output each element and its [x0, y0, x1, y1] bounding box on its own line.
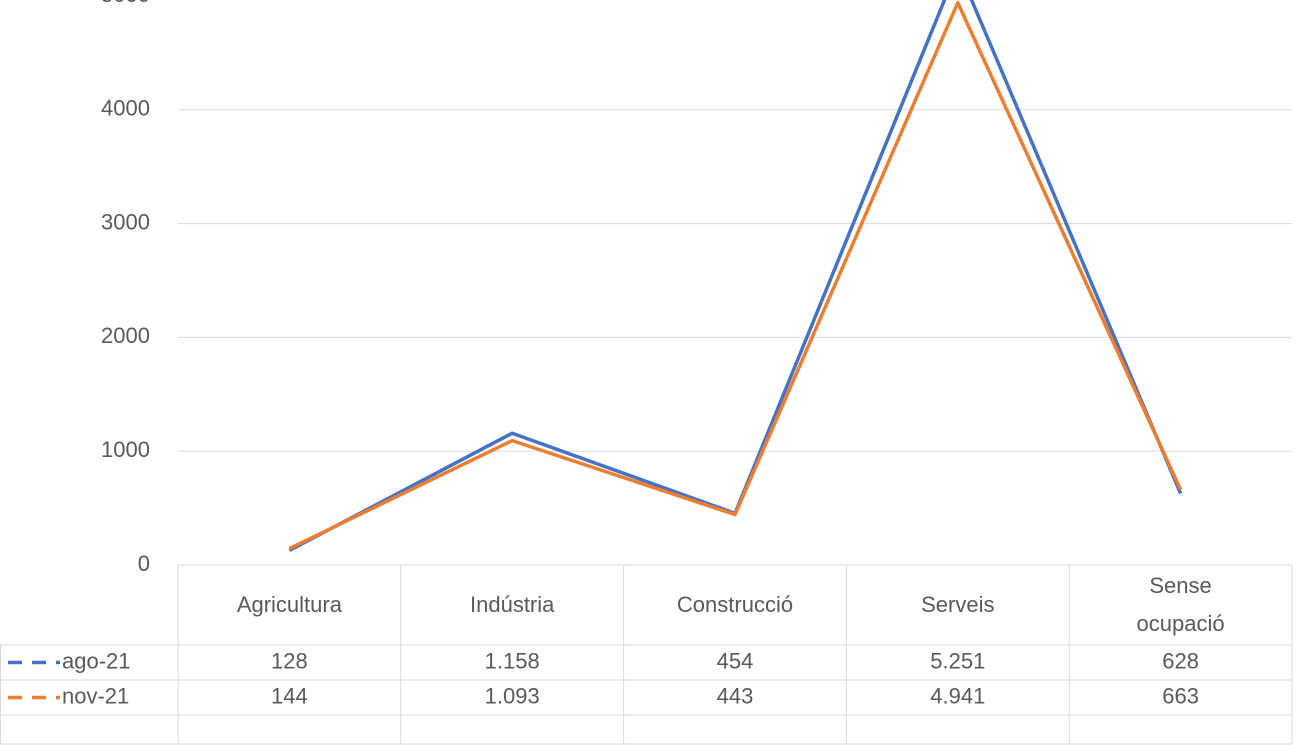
y-tick-label: 4000 [101, 96, 150, 121]
series-line [288, 0, 1183, 551]
x-tick-label: Construcció [624, 565, 847, 645]
y-tick-label: 2000 [101, 323, 150, 348]
category: Construcció [676, 592, 794, 617]
x-tick-label: Serveis [846, 565, 1069, 645]
table-value: 144 [271, 683, 308, 708]
table-value: 128 [271, 648, 308, 673]
legend-label: nov-21 [62, 683, 129, 708]
category: Indústria [470, 592, 555, 617]
category: Serveis [921, 592, 995, 617]
category: Agricultura [236, 592, 342, 617]
table-value: 443 [717, 683, 754, 708]
x-tick-label: Sense ocupació [1069, 565, 1292, 645]
series-line [288, 0, 1183, 552]
category: Sense ocupació [1136, 573, 1225, 636]
y-tick-label: 0 [138, 551, 150, 576]
table-value: 628 [1162, 648, 1199, 673]
x-tick-label: Agricultura [178, 565, 401, 645]
legend-label: ago-21 [62, 648, 131, 673]
y-tick-label: 1000 [101, 437, 150, 462]
x-tick-label: Indústria [401, 565, 624, 645]
table-value: 1.158 [485, 648, 540, 673]
table-value: 5.251 [930, 648, 985, 673]
table-value: 4.941 [930, 683, 985, 708]
table-value: 663 [1162, 683, 1199, 708]
y-tick-label: 5000 [101, 0, 150, 7]
y-tick-label: 3000 [101, 209, 150, 234]
table-value: 1.093 [485, 683, 540, 708]
table-value: 454 [717, 648, 754, 673]
